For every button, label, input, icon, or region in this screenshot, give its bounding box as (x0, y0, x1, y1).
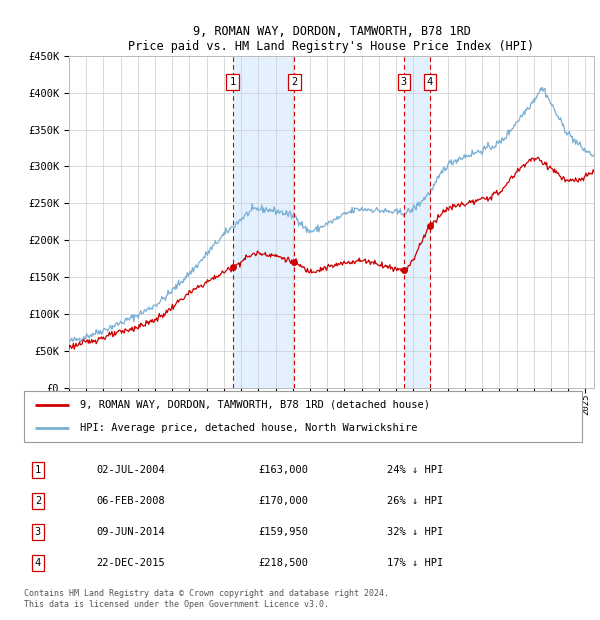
Text: 06-FEB-2008: 06-FEB-2008 (97, 496, 165, 506)
Text: HPI: Average price, detached house, North Warwickshire: HPI: Average price, detached house, Nort… (80, 423, 418, 433)
Text: 4: 4 (427, 77, 433, 87)
Text: 24% ↓ HPI: 24% ↓ HPI (387, 465, 443, 475)
Bar (404, 56, 430, 388)
Text: 32% ↓ HPI: 32% ↓ HPI (387, 527, 443, 537)
Text: 17% ↓ HPI: 17% ↓ HPI (387, 558, 443, 569)
Text: 22-DEC-2015: 22-DEC-2015 (97, 558, 165, 569)
Text: 1: 1 (229, 77, 236, 87)
FancyBboxPatch shape (24, 391, 582, 442)
Text: Contains HM Land Registry data © Crown copyright and database right 2024.
This d: Contains HM Land Registry data © Crown c… (24, 590, 389, 609)
Text: £170,000: £170,000 (259, 496, 308, 506)
Text: 02-JUL-2004: 02-JUL-2004 (97, 465, 165, 475)
Text: £218,500: £218,500 (259, 558, 308, 569)
Text: 4: 4 (35, 558, 41, 569)
Bar (233, 56, 295, 388)
Text: 9, ROMAN WAY, DORDON, TAMWORTH, B78 1RD (detached house): 9, ROMAN WAY, DORDON, TAMWORTH, B78 1RD … (80, 400, 430, 410)
Text: 3: 3 (35, 527, 41, 537)
Text: 26% ↓ HPI: 26% ↓ HPI (387, 496, 443, 506)
Text: 09-JUN-2014: 09-JUN-2014 (97, 527, 165, 537)
Text: 1: 1 (35, 465, 41, 475)
Text: £163,000: £163,000 (259, 465, 308, 475)
Text: 2: 2 (292, 77, 298, 87)
Text: £159,950: £159,950 (259, 527, 308, 537)
Title: 9, ROMAN WAY, DORDON, TAMWORTH, B78 1RD
Price paid vs. HM Land Registry's House : 9, ROMAN WAY, DORDON, TAMWORTH, B78 1RD … (128, 25, 535, 53)
Text: 2: 2 (35, 496, 41, 506)
Text: 3: 3 (400, 77, 407, 87)
